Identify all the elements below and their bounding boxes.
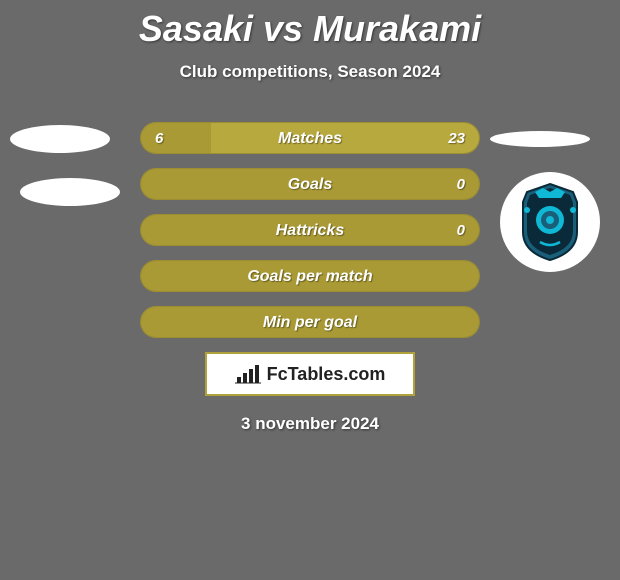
stat-value-right: 0 (457, 169, 465, 200)
stat-value-right: 23 (448, 123, 465, 154)
stat-value-right: 0 (457, 215, 465, 246)
stat-value-left: 6 (155, 123, 163, 154)
player-left-badge-1 (10, 125, 110, 153)
stat-row-matches: Matches6 23 (140, 122, 480, 154)
comparison-infographic: Sasaki vs Murakami Club competitions, Se… (0, 0, 620, 434)
stat-label: Goals (141, 169, 479, 200)
branding-box: FcTables.com (205, 352, 415, 396)
stat-row-hattricks: Hattricks0 (140, 214, 480, 246)
stat-row-goals-per-match: Goals per match (140, 260, 480, 292)
stat-label: Matches (141, 123, 479, 154)
subtitle: Club competitions, Season 2024 (0, 62, 620, 82)
stat-label: Hattricks (141, 215, 479, 246)
crest-icon (515, 182, 585, 262)
player-left-badge-2 (20, 178, 120, 206)
branding-text: FcTables.com (267, 364, 386, 385)
stat-label: Goals per match (141, 261, 479, 292)
page-title: Sasaki vs Murakami (0, 0, 620, 50)
branding-chart-icon (235, 363, 261, 385)
team-crest-right (500, 172, 600, 272)
stats-area: Matches623Goals0Hattricks0Goals per matc… (0, 122, 620, 338)
stat-row-goals: Goals0 (140, 168, 480, 200)
player-right-badge-1 (490, 131, 590, 147)
stat-row-min-per-goal: Min per goal (140, 306, 480, 338)
stat-bars: Matches623Goals0Hattricks0Goals per matc… (140, 122, 480, 338)
stat-label: Min per goal (141, 307, 479, 338)
date-label: 3 november 2024 (0, 414, 620, 434)
